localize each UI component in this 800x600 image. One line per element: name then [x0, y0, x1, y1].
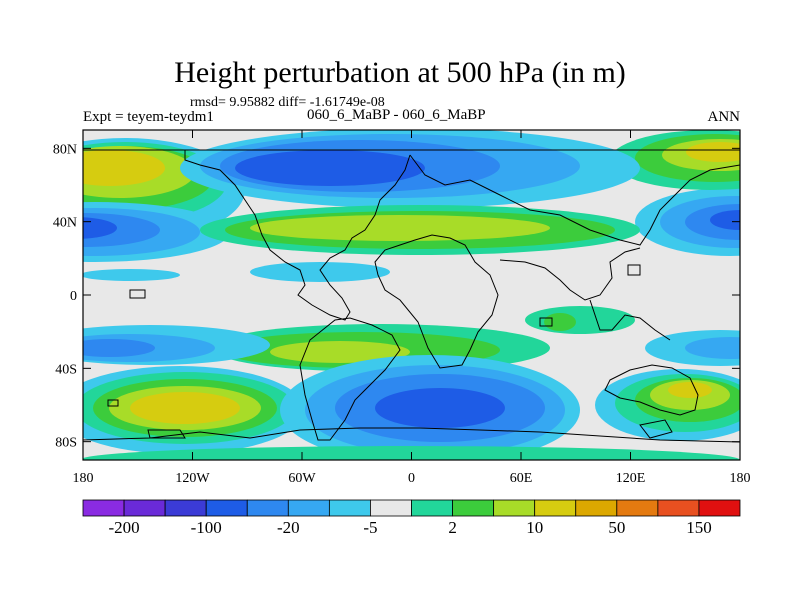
- runs-label: 060_6_MaBP - 060_6_MaBP: [307, 107, 486, 123]
- coastlines: [83, 149, 740, 443]
- colorbar-swatch: [164, 499, 207, 517]
- colorbar-label: 2: [448, 518, 457, 537]
- x-tick-label: 180: [730, 471, 751, 486]
- y-axis: 80N 40N 0 40S 80S: [53, 142, 740, 451]
- anomaly-arctic-negative: [180, 130, 640, 208]
- y-tick-label: 40S: [55, 362, 77, 377]
- colorbar-labels: -200 -100 -20 -5 2 10 50 150: [108, 518, 711, 537]
- colorbar-label: 10: [526, 518, 543, 537]
- y-tick-label: 40N: [53, 216, 77, 231]
- x-tick-label: 120E: [616, 471, 646, 486]
- colorbar-label: -100: [191, 518, 222, 537]
- x-tick-label: 60W: [288, 471, 316, 486]
- colorbar-swatch: [287, 499, 330, 517]
- colorbar-swatch: [411, 499, 453, 517]
- experiment-label: Expt = teyem-teydm1: [83, 109, 214, 125]
- colorbar-swatch: [698, 499, 741, 517]
- colorbar-swatch: [205, 499, 248, 517]
- x-tick-label: 0: [408, 471, 415, 486]
- anomaly-midlatitude-positive: [200, 205, 640, 255]
- colorbar-label: -5: [363, 518, 377, 537]
- colorbar-swatch: [534, 499, 577, 517]
- y-tick-label: 0: [70, 289, 77, 304]
- anomaly-pacific-west-negative: [83, 202, 230, 262]
- anomaly-siberia-positive: [610, 130, 740, 190]
- colorbar: [82, 499, 741, 517]
- colorbar-swatch: [370, 499, 412, 517]
- colorbar-label: 150: [686, 518, 712, 537]
- x-tick-label: 180: [73, 471, 94, 486]
- colorbar-swatch: [82, 499, 125, 517]
- plot-title: Height perturbation at 500 hPa (in m): [174, 56, 626, 89]
- colorbar-swatch: [246, 499, 289, 517]
- anomaly-south-pacific-positive: [83, 366, 305, 454]
- x-axis: 180 120W 60W 0 60E 120E 180: [73, 130, 751, 486]
- colorbar-swatch: [616, 499, 659, 517]
- colorbar-swatch: [657, 499, 700, 517]
- anomaly-southern-ocean-negative: [280, 355, 580, 460]
- x-tick-label: 60E: [510, 471, 533, 486]
- anomaly-east-asia-negative: [635, 188, 740, 256]
- anomaly-south-pacific-negative: [83, 325, 270, 365]
- colorbar-swatch: [493, 499, 536, 517]
- contour-field: [83, 130, 740, 460]
- colorbar-label: -20: [277, 518, 300, 537]
- season-label: ANN: [707, 109, 741, 125]
- stats-label: rmsd= 9.95882 diff= -1.61749e-08: [190, 95, 385, 110]
- anomaly-tropical-atlantic: [250, 262, 390, 282]
- anomaly-australia-negative: [645, 330, 740, 366]
- colorbar-swatch: [575, 499, 618, 517]
- colorbar-swatch: [328, 499, 371, 517]
- colorbar-swatch: [452, 499, 495, 517]
- colorbar-label: 50: [608, 518, 625, 537]
- y-tick-label: 80S: [55, 436, 77, 451]
- colorbar-swatch: [123, 499, 166, 517]
- x-tick-label: 120W: [175, 471, 210, 486]
- anomaly-indian-ocean: [525, 306, 635, 334]
- anomaly-south-indian-positive: [595, 369, 740, 441]
- y-tick-label: 80N: [53, 142, 77, 157]
- colorbar-label: -200: [108, 518, 139, 537]
